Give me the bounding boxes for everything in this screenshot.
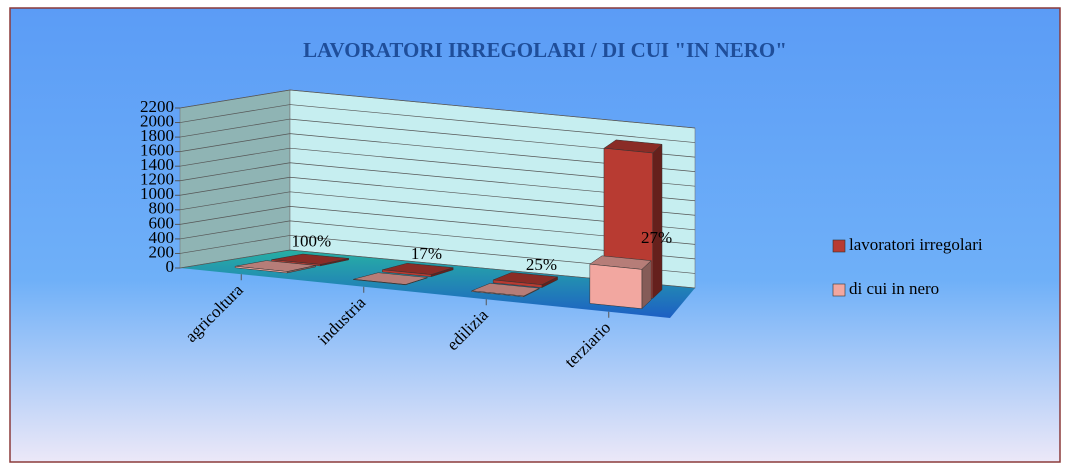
bar bbox=[271, 253, 349, 267]
y-tick-label: 2000 bbox=[140, 111, 174, 130]
grid-line bbox=[179, 104, 696, 143]
annotation: 25% bbox=[526, 255, 557, 274]
annotation: 27% bbox=[641, 228, 672, 247]
grid-line bbox=[179, 249, 696, 289]
bar-front bbox=[234, 266, 288, 274]
grid-line bbox=[179, 133, 696, 172]
annotation: 100% bbox=[292, 231, 332, 250]
legend-label: di cui in nero bbox=[849, 279, 939, 298]
grid-line bbox=[179, 235, 696, 274]
legend-swatch bbox=[832, 283, 846, 297]
grid-line bbox=[179, 89, 696, 129]
grid-line bbox=[179, 118, 696, 158]
y-tick-label: 800 bbox=[149, 199, 175, 218]
grid-line bbox=[179, 191, 696, 231]
bar bbox=[234, 260, 316, 274]
y-tick-label: 1800 bbox=[140, 126, 174, 145]
bar-side bbox=[652, 143, 663, 300]
y-tick-label: 600 bbox=[149, 213, 175, 232]
grid-line bbox=[179, 206, 696, 245]
y-tick-label: 1600 bbox=[140, 141, 174, 160]
legend-swatch bbox=[832, 239, 846, 253]
left-wall bbox=[179, 89, 291, 269]
y-tick-label: 0 bbox=[166, 257, 175, 276]
bar bbox=[492, 272, 559, 289]
bar-front bbox=[382, 269, 432, 278]
grid-line bbox=[179, 162, 696, 202]
bar bbox=[471, 283, 541, 298]
y-tick-label: 2200 bbox=[140, 97, 174, 116]
bar-front bbox=[471, 290, 524, 298]
grid-line bbox=[179, 220, 696, 260]
bar-front bbox=[589, 263, 643, 309]
y-tick-label: 400 bbox=[149, 228, 175, 247]
legend-label: lavoratori irregolari bbox=[849, 235, 983, 254]
y-tick-label: 1000 bbox=[140, 184, 174, 203]
grid-line bbox=[179, 147, 696, 187]
bar bbox=[382, 263, 454, 278]
annotation: 17% bbox=[411, 244, 442, 263]
grid-line bbox=[179, 176, 696, 216]
y-tick-label: 200 bbox=[149, 242, 175, 261]
y-tick-label: 1400 bbox=[140, 155, 174, 174]
bar bbox=[353, 272, 428, 286]
bar-front bbox=[353, 278, 406, 286]
chart-title: LAVORATORI IRREGOLARI / DI CUI "IN NERO" bbox=[303, 38, 787, 62]
bar bbox=[589, 255, 652, 310]
y-tick-label: 1200 bbox=[140, 170, 174, 189]
bar-front bbox=[492, 279, 543, 288]
